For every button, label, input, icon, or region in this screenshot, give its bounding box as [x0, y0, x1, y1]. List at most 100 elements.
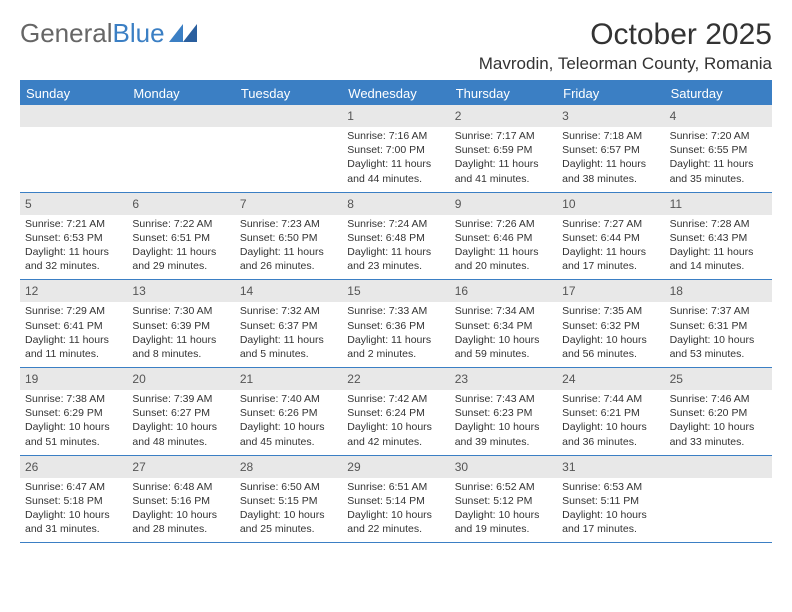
- sunrise-text: Sunrise: 7:17 AM: [455, 129, 552, 143]
- day-number: 6: [132, 197, 139, 211]
- weeks-container: 1Sunrise: 7:16 AMSunset: 7:00 PMDaylight…: [20, 105, 772, 543]
- sunset-text: Sunset: 6:57 PM: [562, 143, 659, 157]
- sunrise-text: Sunrise: 7:29 AM: [25, 304, 122, 318]
- day-info: Sunrise: 7:46 AMSunset: 6:20 PMDaylight:…: [670, 392, 767, 449]
- day-number-row: 5: [20, 193, 127, 215]
- sunset-text: Sunset: 5:12 PM: [455, 494, 552, 508]
- day-number-row: 1: [342, 105, 449, 127]
- sunrise-text: Sunrise: 7:23 AM: [240, 217, 337, 231]
- sunset-text: Sunset: 6:31 PM: [670, 319, 767, 333]
- day-number-row: [20, 105, 127, 127]
- logo-text-2: Blue: [113, 18, 165, 49]
- day-number: 28: [240, 460, 253, 474]
- day-info: Sunrise: 6:52 AMSunset: 5:12 PMDaylight:…: [455, 480, 552, 537]
- daylight-text: Daylight: 10 hours and 48 minutes.: [132, 420, 229, 448]
- daylight-text: Daylight: 11 hours and 2 minutes.: [347, 333, 444, 361]
- day-cell: 9Sunrise: 7:26 AMSunset: 6:46 PMDaylight…: [450, 193, 557, 280]
- day-header: Monday: [127, 82, 234, 105]
- day-cell: 11 Sunrise: 7:28 AMSunset: 6:43 PMDayligh…: [665, 193, 772, 280]
- sunrise-text: Sunrise: 7:24 AM: [347, 217, 444, 231]
- day-number-row: 20: [127, 368, 234, 390]
- day-number-row: 23: [450, 368, 557, 390]
- day-number: 30: [455, 460, 468, 474]
- daylight-text: Daylight: 10 hours and 17 minutes.: [562, 508, 659, 536]
- day-info: Sunrise: 6:50 AMSunset: 5:15 PMDaylight:…: [240, 480, 337, 537]
- day-info: Sunrise: 7:40 AMSunset: 6:26 PMDaylight:…: [240, 392, 337, 449]
- day-cell: 3Sunrise: 7:18 AMSunset: 6:57 PMDaylight…: [557, 105, 664, 192]
- day-cell: [20, 105, 127, 192]
- day-number-row: 6: [127, 193, 234, 215]
- week-row: 1Sunrise: 7:16 AMSunset: 7:00 PMDaylight…: [20, 105, 772, 193]
- daylight-text: Daylight: 10 hours and 25 minutes.: [240, 508, 337, 536]
- day-cell: 14Sunrise: 7:32 AMSunset: 6:37 PMDayligh…: [235, 280, 342, 367]
- day-cell: 18Sunrise: 7:37 AMSunset: 6:31 PMDayligh…: [665, 280, 772, 367]
- sunset-text: Sunset: 6:37 PM: [240, 319, 337, 333]
- day-info: Sunrise: 7:39 AMSunset: 6:27 PMDaylight:…: [132, 392, 229, 449]
- sunrise-text: Sunrise: 7:28 AM: [670, 217, 767, 231]
- day-cell: 1Sunrise: 7:16 AMSunset: 7:00 PMDaylight…: [342, 105, 449, 192]
- day-number: 13: [132, 284, 145, 298]
- daylight-text: Daylight: 10 hours and 39 minutes.: [455, 420, 552, 448]
- day-cell: 16Sunrise: 7:34 AMSunset: 6:34 PMDayligh…: [450, 280, 557, 367]
- day-info: Sunrise: 7:23 AMSunset: 6:50 PMDaylight:…: [240, 217, 337, 274]
- day-number: 18: [670, 284, 683, 298]
- day-number-row: 9: [450, 193, 557, 215]
- day-number: 11: [670, 197, 682, 211]
- daylight-text: Daylight: 10 hours and 31 minutes.: [25, 508, 122, 536]
- sunset-text: Sunset: 5:14 PM: [347, 494, 444, 508]
- daylight-text: Daylight: 11 hours and 29 minutes.: [132, 245, 229, 273]
- day-number-row: 12: [20, 280, 127, 302]
- day-cell: 24Sunrise: 7:44 AMSunset: 6:21 PMDayligh…: [557, 368, 664, 455]
- sunrise-text: Sunrise: 7:37 AM: [670, 304, 767, 318]
- day-cell: 2Sunrise: 7:17 AMSunset: 6:59 PMDaylight…: [450, 105, 557, 192]
- day-header: Saturday: [665, 82, 772, 105]
- day-number-row: 22: [342, 368, 449, 390]
- day-number: 15: [347, 284, 360, 298]
- sunset-text: Sunset: 6:53 PM: [25, 231, 122, 245]
- title-block: October 2025 Mavrodin, Teleorman County,…: [479, 18, 772, 74]
- day-info: Sunrise: 7:28 AMSunset: 6:43 PMDaylight:…: [670, 217, 767, 274]
- day-info: Sunrise: 7:26 AMSunset: 6:46 PMDaylight:…: [455, 217, 552, 274]
- triangle-icon: [169, 18, 197, 49]
- sunrise-text: Sunrise: 7:20 AM: [670, 129, 767, 143]
- sunset-text: Sunset: 6:36 PM: [347, 319, 444, 333]
- sunrise-text: Sunrise: 7:18 AM: [562, 129, 659, 143]
- day-info: Sunrise: 7:33 AMSunset: 6:36 PMDaylight:…: [347, 304, 444, 361]
- day-info: Sunrise: 7:30 AMSunset: 6:39 PMDaylight:…: [132, 304, 229, 361]
- day-number: 23: [455, 372, 468, 386]
- day-number-row: [127, 105, 234, 127]
- day-info: Sunrise: 7:32 AMSunset: 6:37 PMDaylight:…: [240, 304, 337, 361]
- day-number: 5: [25, 197, 32, 211]
- daylight-text: Daylight: 11 hours and 17 minutes.: [562, 245, 659, 273]
- sunset-text: Sunset: 6:27 PM: [132, 406, 229, 420]
- sunrise-text: Sunrise: 7:43 AM: [455, 392, 552, 406]
- sunrise-text: Sunrise: 7:38 AM: [25, 392, 122, 406]
- day-info: Sunrise: 6:53 AMSunset: 5:11 PMDaylight:…: [562, 480, 659, 537]
- daylight-text: Daylight: 10 hours and 36 minutes.: [562, 420, 659, 448]
- day-number: 10: [562, 197, 575, 211]
- day-cell: 26Sunrise: 6:47 AMSunset: 5:18 PMDayligh…: [20, 456, 127, 543]
- sunrise-text: Sunrise: 6:52 AM: [455, 480, 552, 494]
- day-info: Sunrise: 7:29 AMSunset: 6:41 PMDaylight:…: [25, 304, 122, 361]
- sunrise-text: Sunrise: 6:51 AM: [347, 480, 444, 494]
- day-cell: 22Sunrise: 7:42 AMSunset: 6:24 PMDayligh…: [342, 368, 449, 455]
- sunset-text: Sunset: 5:15 PM: [240, 494, 337, 508]
- day-cell: [665, 456, 772, 543]
- day-cell: 7Sunrise: 7:23 AMSunset: 6:50 PMDaylight…: [235, 193, 342, 280]
- day-number-row: 19: [20, 368, 127, 390]
- sunset-text: Sunset: 6:46 PM: [455, 231, 552, 245]
- day-cell: 31Sunrise: 6:53 AMSunset: 5:11 PMDayligh…: [557, 456, 664, 543]
- sunrise-text: Sunrise: 7:32 AM: [240, 304, 337, 318]
- daylight-text: Daylight: 11 hours and 8 minutes.: [132, 333, 229, 361]
- daylight-text: Daylight: 10 hours and 33 minutes.: [670, 420, 767, 448]
- daylight-text: Daylight: 11 hours and 26 minutes.: [240, 245, 337, 273]
- day-cell: 27Sunrise: 6:48 AMSunset: 5:16 PMDayligh…: [127, 456, 234, 543]
- sunrise-text: Sunrise: 7:26 AM: [455, 217, 552, 231]
- daylight-text: Daylight: 11 hours and 14 minutes.: [670, 245, 767, 273]
- day-cell: [235, 105, 342, 192]
- daylight-text: Daylight: 10 hours and 56 minutes.: [562, 333, 659, 361]
- sunset-text: Sunset: 5:16 PM: [132, 494, 229, 508]
- sunrise-text: Sunrise: 6:48 AM: [132, 480, 229, 494]
- day-number: 19: [25, 372, 38, 386]
- day-cell: 20Sunrise: 7:39 AMSunset: 6:27 PMDayligh…: [127, 368, 234, 455]
